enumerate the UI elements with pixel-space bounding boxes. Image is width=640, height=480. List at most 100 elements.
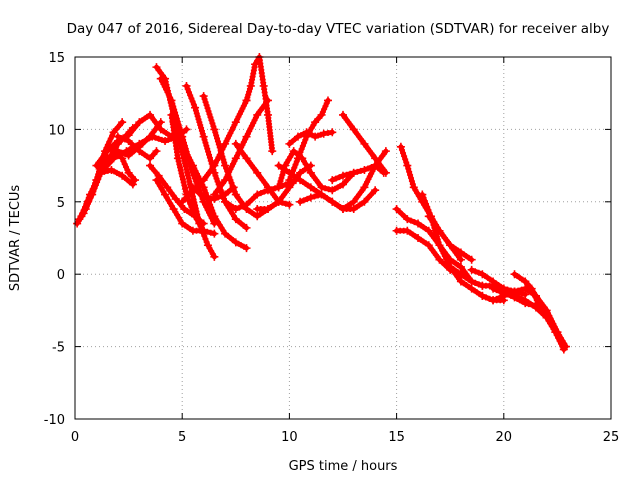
track-marker (261, 206, 268, 213)
x-axis-label: GPS time / hours (289, 459, 398, 474)
track-marker (194, 113, 201, 120)
x-tick-label: 10 (281, 430, 298, 445)
track-marker (155, 135, 162, 142)
track-marker (87, 194, 94, 201)
series-s15 (182, 81, 251, 232)
x-tick-label: 15 (388, 430, 405, 445)
track-marker (515, 289, 522, 296)
track-marker (204, 105, 211, 112)
track-marker (126, 146, 133, 153)
track-marker (151, 150, 158, 157)
track-marker (348, 123, 355, 130)
track-marker (347, 170, 354, 177)
track-marker (311, 193, 318, 200)
track-marker (170, 193, 177, 200)
series-s17 (188, 183, 238, 203)
track-marker (230, 204, 237, 211)
track-marker (357, 167, 364, 174)
track-marker (240, 243, 247, 250)
track-marker (518, 295, 525, 302)
track-marker (122, 136, 129, 143)
track-marker (84, 200, 91, 207)
data-point (339, 171, 347, 180)
track-marker (117, 121, 124, 128)
track-marker (188, 95, 195, 102)
track-marker (187, 189, 194, 196)
series-s13 (146, 161, 208, 228)
track-marker (263, 181, 270, 188)
track-marker (486, 295, 493, 302)
track-marker (102, 158, 109, 165)
track-marker (153, 170, 160, 177)
series-s35 (424, 212, 476, 264)
track-marker (278, 175, 285, 182)
track-marker (434, 254, 441, 261)
track-marker (171, 122, 178, 129)
track-marker (455, 269, 462, 276)
track-marker (221, 159, 228, 166)
track-marker (203, 142, 210, 149)
track-marker (455, 262, 462, 269)
track-marker (472, 279, 479, 286)
track-marker (195, 116, 202, 123)
track-marker (177, 217, 184, 224)
track-marker (213, 132, 220, 139)
track-marker (306, 166, 313, 173)
track-marker (292, 136, 299, 143)
track-marker (434, 225, 441, 232)
track-marker (108, 157, 115, 164)
track-marker (398, 146, 405, 153)
track-marker (170, 103, 177, 110)
track-marker (317, 131, 324, 138)
data-series-layer (73, 53, 570, 354)
track-marker (497, 294, 504, 301)
track-marker (251, 194, 258, 201)
track-marker (465, 276, 472, 283)
track-marker (408, 178, 415, 185)
track-marker (174, 128, 181, 135)
data-point (510, 287, 519, 296)
track-marker (109, 132, 116, 139)
track-marker (291, 164, 298, 171)
track-marker (187, 225, 194, 232)
track-marker (277, 178, 284, 185)
track-marker (465, 283, 472, 290)
track-marker (197, 122, 204, 129)
track-marker (507, 290, 514, 297)
track-marker (214, 194, 221, 201)
track-marker (187, 200, 194, 207)
track-marker (297, 149, 304, 156)
track-marker (421, 197, 428, 204)
track-marker (445, 239, 452, 246)
track-marker (434, 236, 441, 243)
track-marker (197, 179, 204, 186)
track-marker (400, 227, 407, 234)
track-marker (206, 154, 213, 161)
track-marker (475, 269, 482, 276)
track-marker (337, 182, 344, 189)
track-marker (231, 213, 238, 220)
track-marker (244, 94, 251, 101)
track-marker (188, 203, 195, 210)
track-marker (208, 117, 215, 124)
track-marker (209, 250, 216, 257)
track-marker (198, 124, 205, 131)
track-marker (197, 191, 204, 198)
axis-ticks: 0 5 10 15 20 25 -10 -5 0 5 10 15 (44, 51, 620, 445)
track-marker (208, 204, 215, 211)
grid-lines (75, 57, 611, 419)
track-marker (196, 119, 203, 126)
track-marker (129, 174, 136, 181)
track-marker (228, 179, 235, 186)
track-marker (298, 146, 305, 153)
track-marker (107, 135, 114, 142)
track-marker (526, 283, 533, 290)
track-marker (241, 152, 248, 159)
x-tick-label: 0 (71, 430, 79, 445)
plot-frame (74, 56, 612, 420)
track-marker (354, 168, 361, 175)
track-marker (239, 203, 246, 210)
series-s42 (478, 287, 530, 305)
track-marker (209, 120, 216, 127)
track-marker (188, 159, 195, 166)
